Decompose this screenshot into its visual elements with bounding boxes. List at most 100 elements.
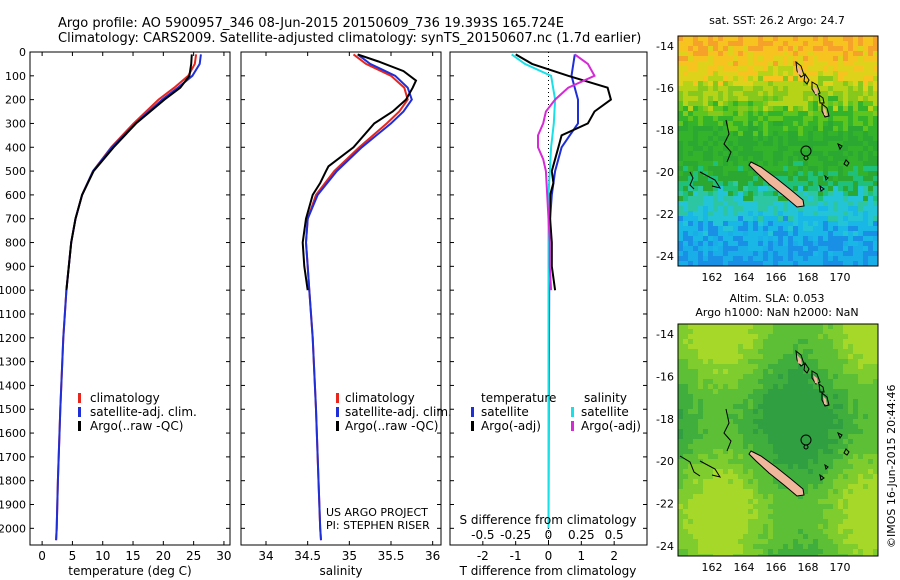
- map-cell: [803, 56, 808, 61]
- map-cell: [818, 394, 823, 399]
- map-cell: [698, 439, 703, 444]
- map-cell: [783, 61, 788, 66]
- map-cell: [768, 201, 773, 206]
- map-cell: [853, 424, 858, 429]
- map-cell: [788, 251, 793, 256]
- map-cell: [828, 554, 833, 556]
- map-cell: [873, 81, 878, 86]
- map-cell: [808, 246, 813, 251]
- map-cell: [833, 216, 838, 221]
- map-cell: [763, 241, 768, 246]
- map-cell: [793, 231, 798, 236]
- map-cell: [683, 211, 688, 216]
- map-cell: [783, 524, 788, 529]
- map-cell: [823, 66, 828, 71]
- map-cell: [683, 136, 688, 141]
- map-cell: [858, 389, 863, 394]
- map-cell: [873, 76, 878, 81]
- map-cell: [693, 246, 698, 251]
- map-lat-label: -14: [656, 40, 674, 53]
- map-cell: [763, 339, 768, 344]
- map-cell: [818, 444, 823, 449]
- map-cell: [763, 324, 768, 329]
- map-cell: [728, 429, 733, 434]
- map-cell: [783, 106, 788, 111]
- map-cell: [798, 41, 803, 46]
- map-cell: [713, 389, 718, 394]
- map-cell: [698, 509, 703, 514]
- map-cell: [783, 334, 788, 339]
- map-cell: [718, 349, 723, 354]
- map-cell: [858, 156, 863, 161]
- map-cell: [728, 334, 733, 339]
- coastline: [821, 391, 830, 407]
- map-cell: [823, 151, 828, 156]
- x-tick-label: 15: [125, 549, 140, 563]
- map-cell: [698, 344, 703, 349]
- map-cell: [783, 146, 788, 151]
- map-cell: [848, 141, 853, 146]
- map-cell: [693, 256, 698, 261]
- map-cell: [823, 51, 828, 56]
- map-cell: [763, 106, 768, 111]
- map-cell: [798, 519, 803, 524]
- map-cell: [683, 364, 688, 369]
- map-cell: [788, 469, 793, 474]
- map-cell: [708, 434, 713, 439]
- map-cell: [803, 221, 808, 226]
- map-cell: [823, 359, 828, 364]
- map-cell: [753, 374, 758, 379]
- map-cell: [718, 379, 723, 384]
- map-cell: [748, 236, 753, 241]
- map-cell: [743, 146, 748, 151]
- map-cell: [823, 41, 828, 46]
- map-cell: [738, 156, 743, 161]
- map-cell: [828, 81, 833, 86]
- map-cell: [843, 191, 848, 196]
- map-cell: [848, 369, 853, 374]
- map-cell: [758, 61, 763, 66]
- map-cell: [833, 221, 838, 226]
- map-cell: [873, 246, 878, 251]
- map-cell: [848, 514, 853, 519]
- map-cell: [698, 171, 703, 176]
- map-cell: [858, 46, 863, 51]
- map-cell: [803, 246, 808, 251]
- map-cell: [773, 256, 778, 261]
- map-cell: [813, 339, 818, 344]
- map-cell: [818, 519, 823, 524]
- map-cell: [748, 529, 753, 534]
- map-cell: [748, 549, 753, 554]
- map-cell: [808, 126, 813, 131]
- map-cell: [843, 354, 848, 359]
- map-cell: [713, 474, 718, 479]
- map-cell: [788, 464, 793, 469]
- map-cell: [678, 221, 683, 226]
- map-cell: [743, 419, 748, 424]
- map-cell: [768, 414, 773, 419]
- x-tick-label: 30: [216, 549, 231, 563]
- x-tick-label: 0: [38, 549, 46, 563]
- map-cell: [803, 554, 808, 556]
- map-cell: [738, 424, 743, 429]
- map-cell: [763, 434, 768, 439]
- map-cell: [853, 379, 858, 384]
- map-cell: [823, 86, 828, 91]
- map-cell: [803, 126, 808, 131]
- map-cell: [778, 106, 783, 111]
- map-cell: [738, 111, 743, 116]
- map-cell: [793, 534, 798, 539]
- map-cell: [843, 126, 848, 131]
- map-cell: [703, 484, 708, 489]
- map-cell: [753, 76, 758, 81]
- map-cell: [773, 529, 778, 534]
- map-cell: [743, 549, 748, 554]
- map-cell: [758, 364, 763, 369]
- map-cell: [738, 414, 743, 419]
- map-cell: [708, 46, 713, 51]
- map-cell: [863, 379, 868, 384]
- map-cell: [848, 176, 853, 181]
- map-cell: [788, 256, 793, 261]
- map-cell: [738, 126, 743, 131]
- map-cell: [783, 141, 788, 146]
